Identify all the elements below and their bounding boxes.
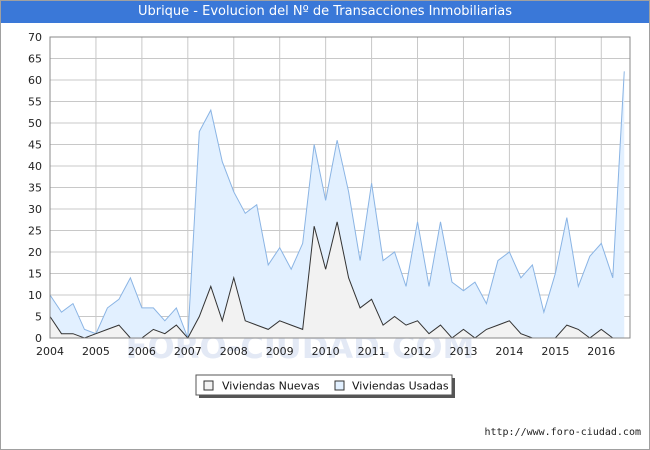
footer-url: http://www.foro-ciudad.com — [484, 427, 641, 438]
legend-swatch-nuevas — [203, 380, 214, 391]
legend: Viviendas Nuevas Viviendas Usadas — [195, 374, 455, 398]
y-tick-label: 45 — [28, 139, 42, 152]
series-area-usadas — [50, 71, 625, 339]
x-tick-label: 2011 — [358, 345, 386, 358]
y-tick-label: 20 — [28, 246, 42, 259]
y-tick-label: 55 — [28, 96, 42, 109]
y-axis: 0 5 10 15 20 25 30 35 40 45 50 55 60 65 70 — [28, 31, 42, 345]
x-tick-label: 2009 — [266, 345, 294, 358]
y-tick-label: 50 — [28, 117, 42, 130]
x-tick-label: 2005 — [82, 345, 110, 358]
y-tick-label: 30 — [28, 203, 42, 216]
legend-box — [195, 374, 453, 396]
chart-title: Ubrique - Evolucion del Nº de Transaccio… — [1, 1, 649, 23]
series-area-nuevas — [50, 221, 625, 338]
y-tick-label: 15 — [28, 268, 42, 281]
x-tick-label: 2010 — [312, 345, 340, 358]
plot-border — [49, 36, 631, 339]
x-tick-label: 2006 — [128, 345, 156, 358]
y-tick-label: 25 — [28, 225, 42, 238]
x-axis: 2004 2005 2006 2007 2008 2009 2010 2011 2012 2013… — [36, 345, 615, 358]
y-tick-label: 0 — [35, 332, 42, 345]
legend-swatch-usadas — [334, 380, 345, 391]
x-tick-label: 2015 — [541, 345, 569, 358]
y-tick-label: 70 — [28, 31, 42, 44]
y-tick-label: 40 — [28, 160, 42, 173]
series-areas — [49, 71, 625, 339]
legend-label-nuevas: Viviendas Nuevas — [222, 380, 320, 393]
y-tick-label: 10 — [28, 289, 42, 302]
y-tick-label: 35 — [28, 182, 42, 195]
series-line-usadas — [49, 71, 625, 339]
y-tick-label: 60 — [28, 74, 42, 87]
series-line-nuevas — [49, 221, 625, 339]
x-tick-label: 2004 — [36, 345, 64, 358]
legend-label-usadas: Viviendas Usadas — [352, 380, 449, 393]
x-tick-label: 2014 — [495, 345, 523, 358]
x-tick-label: 2016 — [587, 345, 615, 358]
y-tick-label: 5 — [35, 311, 42, 324]
x-tick-label: 2013 — [449, 345, 477, 358]
x-tick-label: 2012 — [404, 345, 432, 358]
x-tick-label: 2008 — [220, 345, 248, 358]
y-tick-label: 65 — [28, 53, 42, 66]
x-tick-label: 2007 — [174, 345, 202, 358]
